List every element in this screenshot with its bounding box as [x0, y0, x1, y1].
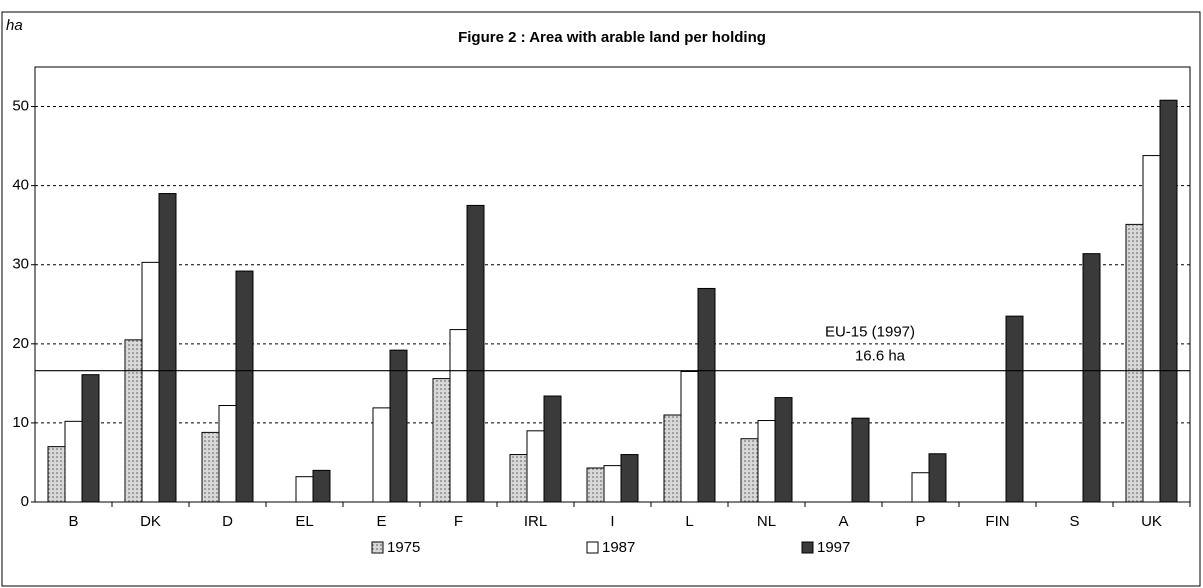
- bar: [526, 430, 545, 503]
- chart-title: Figure 2 : Area with arable land per hol…: [458, 29, 766, 46]
- bar: [158, 193, 177, 503]
- bar: [312, 469, 331, 503]
- x-tick-label: NL: [757, 513, 776, 530]
- x-tick-label: EL: [295, 513, 313, 530]
- legend-swatch: [801, 541, 814, 554]
- x-tick-label: P: [915, 513, 925, 530]
- bar-texture: [48, 446, 65, 502]
- bar-texture: [741, 438, 758, 502]
- legend-label: 1987: [602, 539, 635, 556]
- bar: [218, 405, 237, 503]
- bar-texture: [202, 432, 219, 502]
- bar: [295, 476, 314, 503]
- bar: [372, 407, 391, 503]
- x-tick-label: B: [68, 513, 78, 530]
- bar: [1159, 99, 1178, 503]
- bar-texture: [664, 415, 681, 502]
- x-tick-label: E: [376, 513, 386, 530]
- x-tick-label: F: [454, 513, 463, 530]
- y-tick-label: 30: [12, 256, 29, 273]
- bar: [466, 204, 485, 503]
- y-tick-label: 50: [12, 98, 29, 115]
- x-tick-label: IRL: [524, 513, 547, 530]
- x-tick-label: S: [1069, 513, 1079, 530]
- bar: [603, 465, 622, 503]
- legend-label: 1997: [817, 539, 850, 556]
- y-axis-label: ha: [6, 17, 23, 34]
- bar: [543, 395, 562, 503]
- frame: [1, 11, 1201, 587]
- bar: [449, 329, 468, 503]
- bar: [774, 397, 793, 503]
- reference-value-label: 16.6 ha: [855, 348, 906, 365]
- bar-texture: [125, 339, 142, 502]
- bar: [235, 270, 254, 503]
- y-tick-label: 40: [12, 177, 29, 194]
- bar: [81, 374, 100, 503]
- x-tick-label: DK: [140, 513, 161, 530]
- bar: [1142, 155, 1161, 503]
- bar: [757, 420, 776, 503]
- legend-swatch-texture: [372, 542, 383, 553]
- bar: [680, 371, 699, 503]
- x-tick-label: D: [222, 513, 233, 530]
- bar: [1082, 253, 1101, 503]
- bar-texture: [510, 454, 527, 502]
- x-tick-label: I: [610, 513, 614, 530]
- bar: [389, 349, 408, 503]
- x-tick-label: L: [685, 513, 693, 530]
- x-tick-label: A: [838, 513, 848, 530]
- legend-label: 1975: [387, 539, 420, 556]
- y-tick-label: 10: [12, 414, 29, 431]
- bar: [911, 472, 930, 503]
- x-tick-label: FIN: [985, 513, 1009, 530]
- bar-texture: [433, 378, 450, 502]
- legend-swatch: [586, 541, 599, 554]
- reference-label: EU-15 (1997): [825, 324, 915, 341]
- bar: [1005, 315, 1024, 503]
- bar: [697, 287, 716, 503]
- bar: [928, 453, 947, 503]
- bar: [851, 417, 870, 503]
- x-tick-label: UK: [1141, 513, 1162, 530]
- bar: [141, 261, 160, 503]
- bar-texture: [1126, 224, 1143, 502]
- bar-texture: [587, 467, 604, 502]
- bar: [620, 454, 639, 503]
- bar: [64, 420, 83, 503]
- y-tick-label: 0: [21, 493, 29, 510]
- y-tick-label: 20: [12, 335, 29, 352]
